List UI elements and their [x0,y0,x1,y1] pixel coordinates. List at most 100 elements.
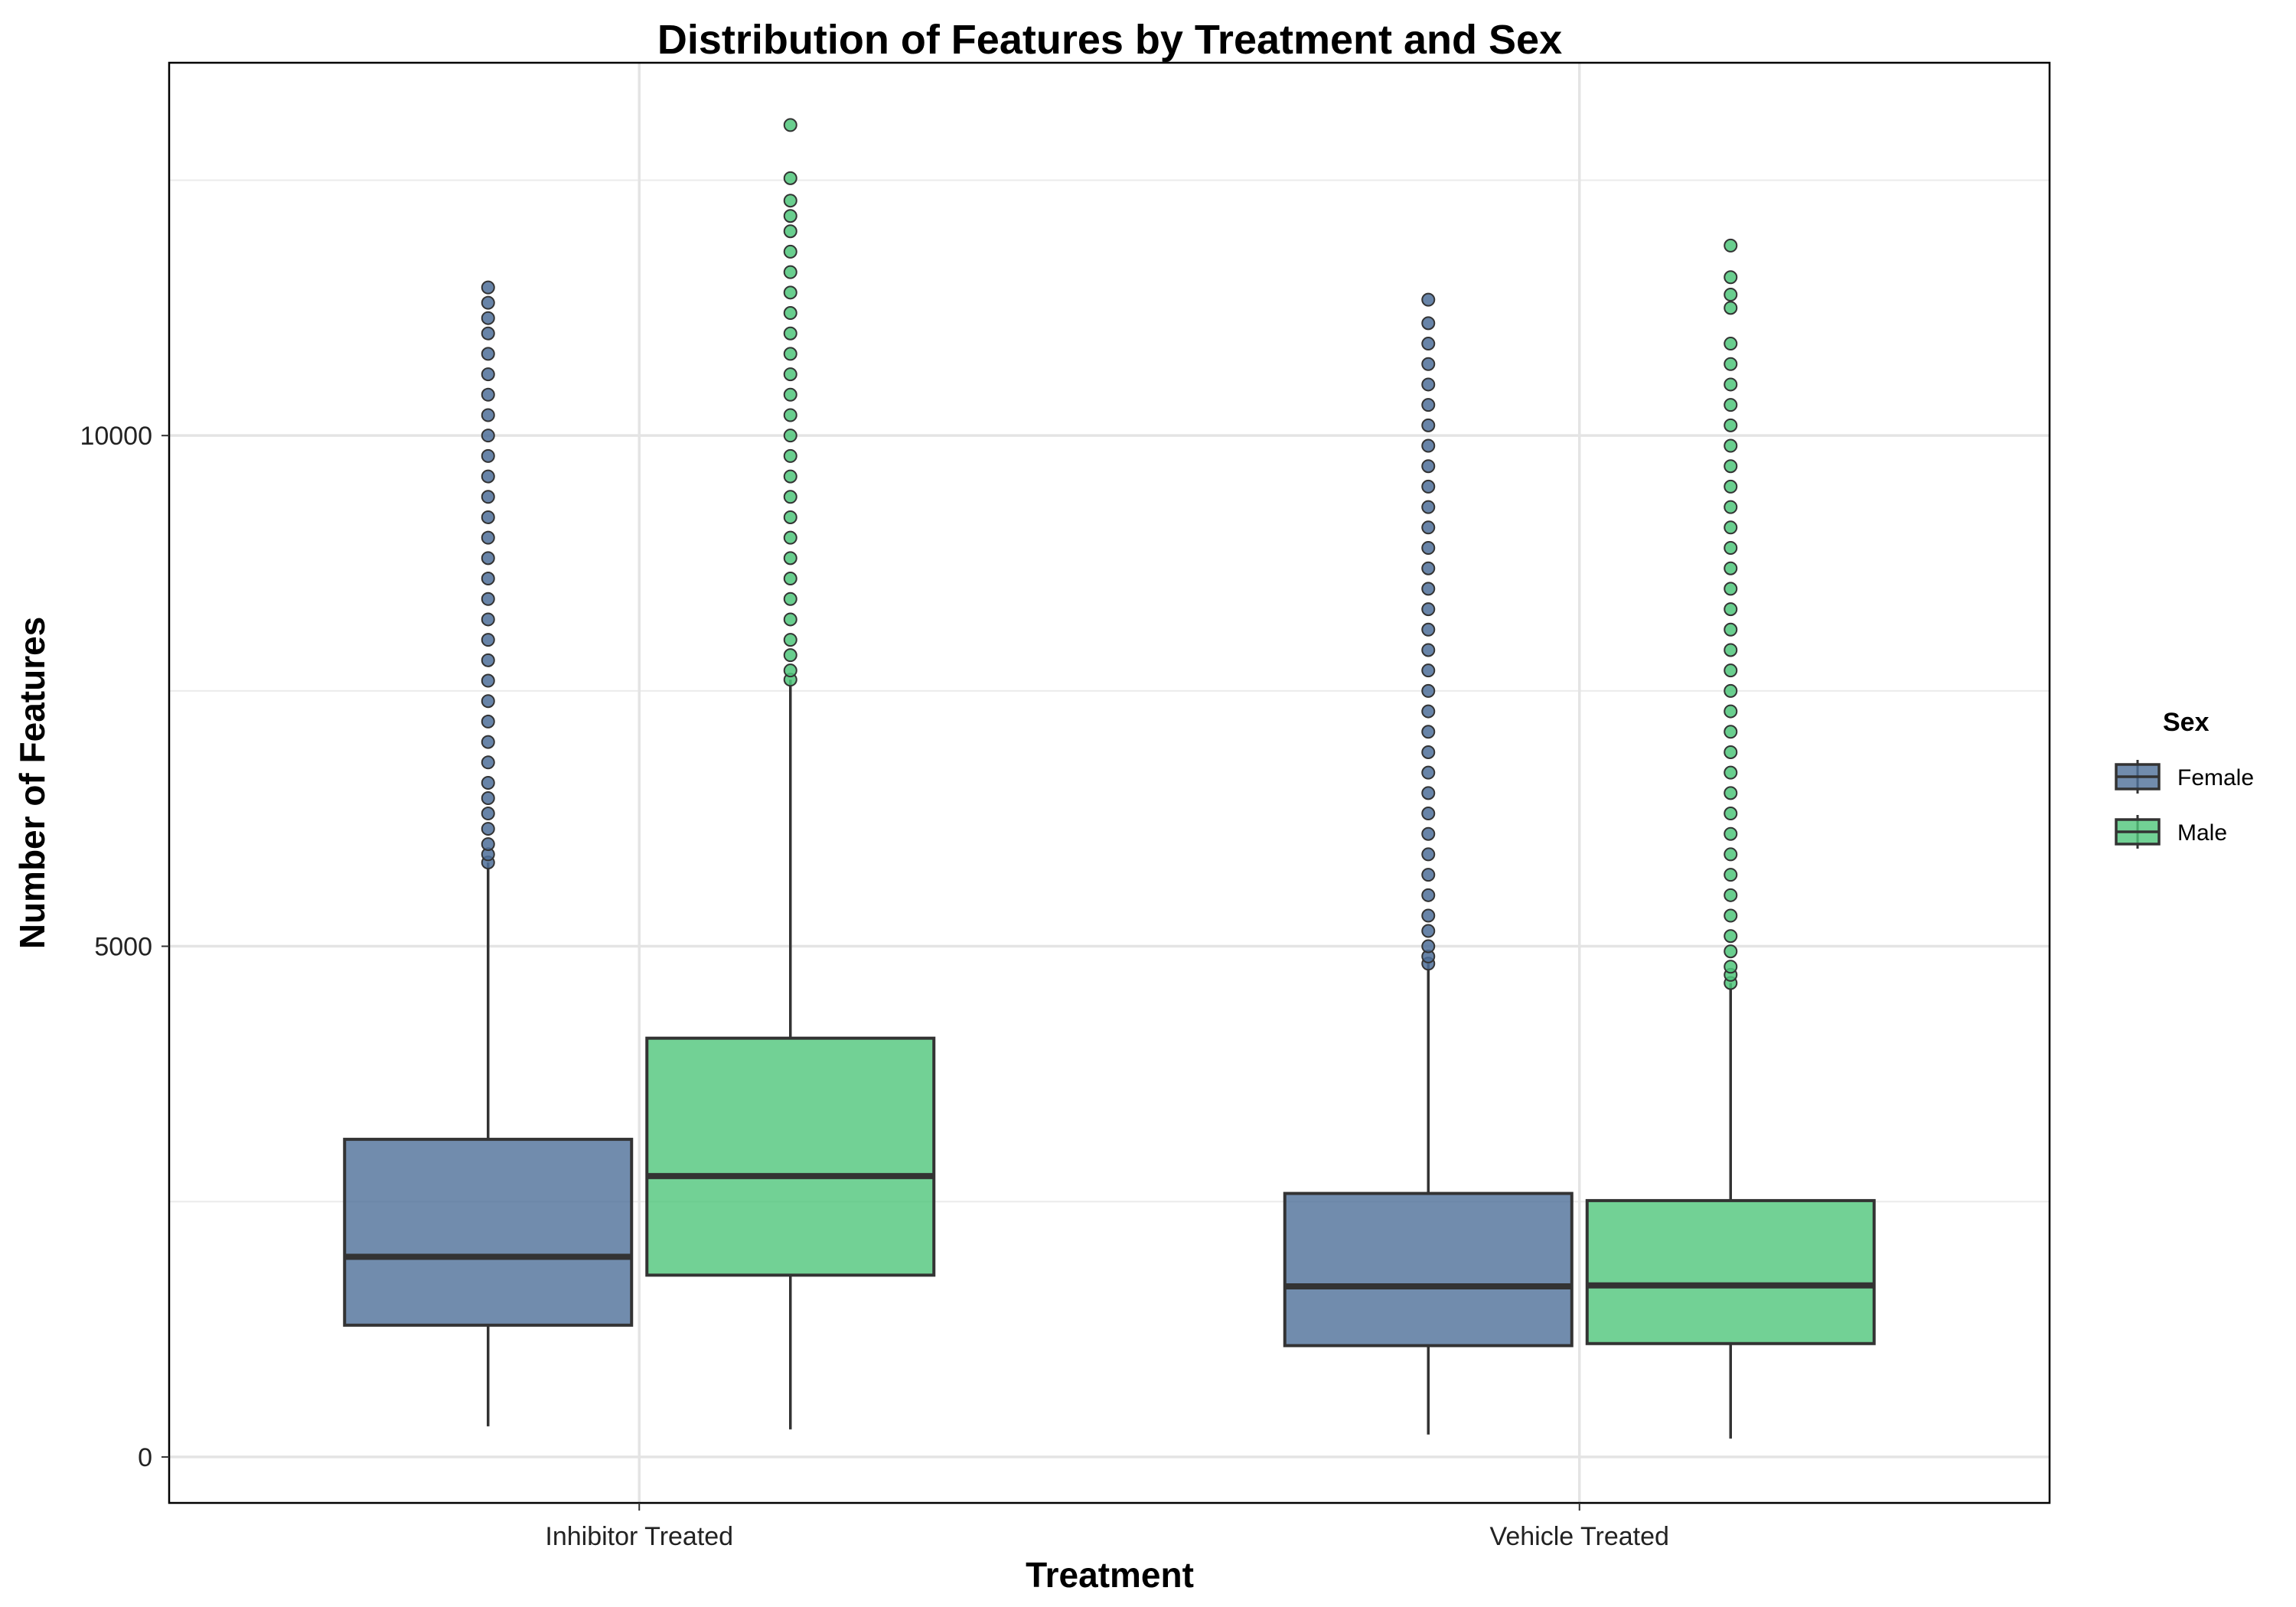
outlier-point [481,612,495,627]
outlier-point [783,510,797,524]
outlier-point [481,592,495,606]
box-iqr [645,1036,936,1277]
outlier-point [1421,479,1436,494]
outlier-point [1421,622,1436,637]
chart-title: Distribution of Features by Treatment an… [657,17,1562,63]
outlier-point [783,306,797,321]
outlier-point [783,429,797,443]
legend-key-female [2115,760,2161,794]
plot-border [168,61,2051,1504]
outlier-point [481,807,495,821]
outlier-point [481,510,495,524]
outlier-point [783,633,797,647]
outlier-point [481,469,495,484]
outlier-point [783,244,797,259]
outlier-point [1421,888,1436,902]
outlier-point [1724,944,1738,959]
outlier-point [1421,337,1436,351]
outlier-point [783,347,797,361]
outlier-point [481,311,495,325]
legend: Sex Female Male [2115,708,2254,849]
outlier-point [1724,683,1738,698]
outlier-point [1421,398,1436,412]
outlier-point [1724,929,1738,944]
outlier-point [1421,868,1436,882]
outlier-point [1724,357,1738,371]
outlier-point [783,194,797,208]
outlier-point [481,694,495,709]
outlier-point [1724,337,1738,351]
y-axis-title: Number of Features [12,617,52,950]
box-female-0 [343,280,634,1426]
outlier-point [783,171,797,185]
outlier-point [1724,888,1738,902]
outlier-point [1724,765,1738,780]
outlier-point [1724,377,1738,392]
outlier-point [1421,602,1436,617]
outlier-point [783,530,797,545]
outlier-point [783,469,797,484]
outlier-point [1421,643,1436,657]
outlier-point [1724,541,1738,556]
outlier-point [481,633,495,647]
box-iqr [1585,1198,1876,1345]
grid-lines [169,63,2050,1503]
outlier-point [1724,459,1738,474]
outlier-point [481,326,495,341]
outlier-point [1421,561,1436,575]
outlier-point [481,755,495,770]
outlier-point [1421,807,1436,821]
outlier-point [1421,826,1436,841]
outlier-point [481,791,495,806]
outlier-point [481,653,495,667]
outlier-point [783,592,797,606]
outlier-point [783,285,797,300]
outlier-point [1724,270,1738,285]
outlier-point [1724,561,1738,575]
box-iqr [1283,1191,1574,1348]
outlier-point [1724,622,1738,637]
outlier-point [1421,418,1436,432]
outlier-point [783,326,797,341]
x-axis-ticks: Inhibitor Treated Vehicle Treated [545,1503,1669,1551]
outlier-point [783,265,797,279]
outlier-point [1724,479,1738,494]
outlier-point [783,448,797,463]
outlier-point [783,663,797,678]
outlier-point [1724,301,1738,315]
outlier-point [1421,459,1436,474]
outlier-point [1724,398,1738,412]
outlier-point [783,209,797,223]
outlier-point [1724,908,1738,923]
outlier-point [481,714,495,729]
outlier-point [1724,663,1738,678]
outlier-point [1421,377,1436,392]
outlier-point [1421,683,1436,698]
outlier-point [481,408,495,422]
outlier-point [1724,287,1738,302]
box-male-1 [1585,238,1876,1439]
outlier-point [1724,438,1738,453]
outlier-point [1724,807,1738,821]
outlier-point [1421,939,1436,953]
outlier-point [481,347,495,361]
outlier-point [1421,725,1436,739]
outlier-point [481,837,495,852]
outlier-point [1724,960,1738,974]
outlier-point [783,387,797,402]
outlier-point [1724,643,1738,657]
outlier-point [481,822,495,836]
outlier-point [1421,500,1436,514]
box-series [343,118,1876,1439]
outlier-point [1724,868,1738,882]
outlier-point [1724,786,1738,800]
outlier-point [783,612,797,627]
outlier-point [1421,924,1436,938]
y-axis-ticks: 0 5000 10000 [80,422,169,1472]
outlier-point [783,367,797,382]
outlier-point [481,673,495,688]
y-tick-label: 0 [138,1443,152,1472]
outlier-point [1724,582,1738,596]
outlier-point [1724,500,1738,514]
x-tick-label: Vehicle Treated [1490,1522,1669,1551]
